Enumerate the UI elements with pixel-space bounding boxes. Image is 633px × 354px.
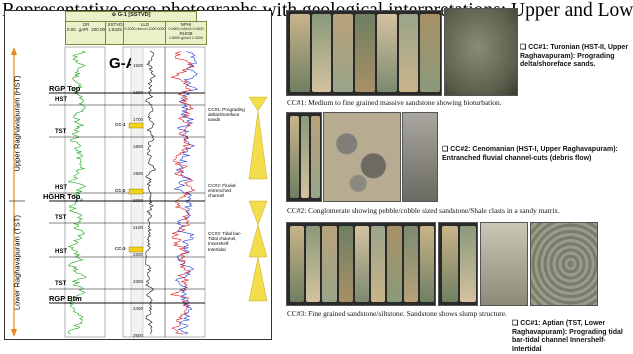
rhob-curve: [170, 50, 196, 335]
depth-tick: 1700: [133, 117, 144, 122]
depth-tick: 1600: [133, 90, 144, 95]
core-segment: [311, 14, 332, 92]
core-segment: [333, 14, 354, 92]
depth-tick: 2300: [133, 279, 144, 284]
core-segment: [419, 226, 434, 302]
nphi-range: 0.0600 m3/m3 0.0400: [168, 27, 204, 31]
sequence-triangle: [248, 256, 268, 302]
gr-min: 0.00: [67, 27, 76, 32]
gr-track-header: GR 0.00 gAPI 200.00: [65, 21, 107, 45]
well-tag: ⊕ G-1 [SSTVD]: [111, 12, 151, 18]
core-photo-cc1-box: [286, 10, 442, 96]
marker-label: HST: [55, 185, 67, 191]
depth-tick: 2400: [133, 306, 144, 311]
marker-label: TST: [55, 129, 67, 135]
core-note-1: CC#1: Prograding delta/shoreface sands: [208, 107, 245, 123]
core-segment: [387, 226, 402, 302]
depth-tick: 1500: [133, 63, 144, 68]
core-segment: [371, 226, 386, 302]
marker-label: TST: [55, 215, 67, 221]
caption-cc1: CC#1: Medium to fine grained massive san…: [287, 98, 502, 107]
core-segment: [442, 226, 458, 302]
marker-label: TST: [55, 281, 67, 287]
gr-track-name: GR: [82, 22, 90, 27]
depth-tick: 2100: [133, 225, 144, 230]
core-segment: [398, 14, 419, 92]
lld-track-header: LLD 0.2000 ohm.m 2000.0000: [123, 21, 167, 45]
core-note-2: CC#2: Fluvial entrenched channel: [208, 183, 236, 199]
depth-tick: 2500: [133, 333, 144, 338]
depth-tick: 2200: [133, 252, 144, 257]
core-photo-cc3-slab: [480, 222, 528, 306]
core-photo-cc1-slab: [444, 8, 518, 96]
caption-cc2: CC#2: Conglomerate showing pebble/cobble…: [287, 206, 560, 215]
core-photo-cc3-box: [286, 222, 436, 306]
lower-arrow-head: [11, 329, 17, 337]
rhob-range: 1.8000 g/cm3 2.0000: [169, 36, 203, 40]
core-segment: [290, 14, 310, 92]
core-segment: [420, 14, 440, 92]
description-cc1: ❑ CC#1: Turonian (HST-II, Upper Raghavap…: [520, 44, 629, 68]
core-segment: [354, 226, 370, 302]
core-segment: [376, 14, 397, 92]
sstvd-value: 1:8425: [108, 27, 122, 32]
marker-label: RGP Top: [49, 84, 81, 93]
nphi-rhob-track-header: NPHI 0.0600 m3/m3 0.0400 RHOB 1.8000 g/c…: [165, 21, 207, 45]
core-box: [128, 188, 144, 195]
description-cc3: ❑ CC#1: Aptian (TST, Lower Raghavapuram)…: [512, 320, 623, 353]
sequence-triangle: [248, 110, 268, 180]
sequence-triangle: [248, 200, 268, 226]
depth-tick: 1900: [133, 171, 144, 176]
description-cc2: ❑ CC#2: Cenomanian (HST-I, Upper Raghava…: [442, 146, 618, 162]
core-label: CC-3: [115, 246, 126, 251]
core-label: CC-2: [115, 188, 126, 193]
sequence-label-upper: Upper Raghavapuram (HST): [12, 75, 22, 172]
rhob-track-name: RHOB: [179, 31, 193, 36]
core-segment: [355, 14, 375, 92]
marker-label: HST: [55, 97, 67, 103]
sequence-triangle: [248, 224, 268, 258]
core-segment: [338, 226, 353, 302]
lld-track-name: LLD: [140, 22, 150, 27]
sstvd-track-name: SSTVD: [107, 22, 123, 27]
core-segment: [403, 226, 418, 302]
sequence-label-lower: Lower Raghavapuram (TST): [12, 214, 22, 311]
core-photo-cc2-box: [286, 112, 322, 202]
depth-tick: 1800: [133, 144, 144, 149]
lld-curve: [145, 50, 157, 335]
marker-label: RGP Btm: [49, 294, 82, 303]
nphi-track-name: NPHI: [180, 22, 192, 27]
gr-max: 200.00: [91, 27, 105, 32]
gr-unit: gAPI: [78, 27, 89, 32]
core-segment: [311, 116, 320, 198]
marker-label: HGHR Top: [43, 192, 81, 201]
core-label: CC-1: [115, 122, 126, 127]
core-segment: [290, 226, 305, 302]
core-photo-cc2-conglomerate: [323, 112, 401, 202]
core-photo-cc3-slump: [530, 222, 598, 306]
gr-track-frame: [64, 46, 106, 338]
log-curves: [9, 46, 268, 338]
nphi-track-frame: [164, 46, 206, 338]
core-box: [128, 246, 144, 253]
upper-arrow-head: [11, 47, 17, 55]
core-segment: [322, 226, 337, 302]
sequence-triangle: [248, 96, 268, 112]
core-segment: [300, 116, 310, 198]
core-photo-cc3-detail: [438, 222, 478, 306]
depth-tick: 2000: [133, 198, 144, 203]
marker-label: HST: [55, 249, 67, 255]
core-segment: [290, 116, 299, 198]
core-note-3: CC#3: Tidal bar-Tidal channel, Innershel…: [208, 231, 242, 252]
core-segment: [306, 226, 321, 302]
core-photo-cc2-slab: [402, 112, 438, 202]
caption-cc3: CC#3: Fine grained sandstone/siltstone. …: [287, 309, 507, 318]
well-log-panel: ⊕ G-1 [SSTVD] GR 0.00 gAPI 200.00 SSTVD …: [4, 10, 272, 340]
lld-range: 0.2000 ohm.m 2000.0000: [124, 27, 166, 31]
gr-curve: [67, 50, 87, 335]
core-box: [128, 122, 144, 129]
core-segment: [460, 226, 476, 302]
